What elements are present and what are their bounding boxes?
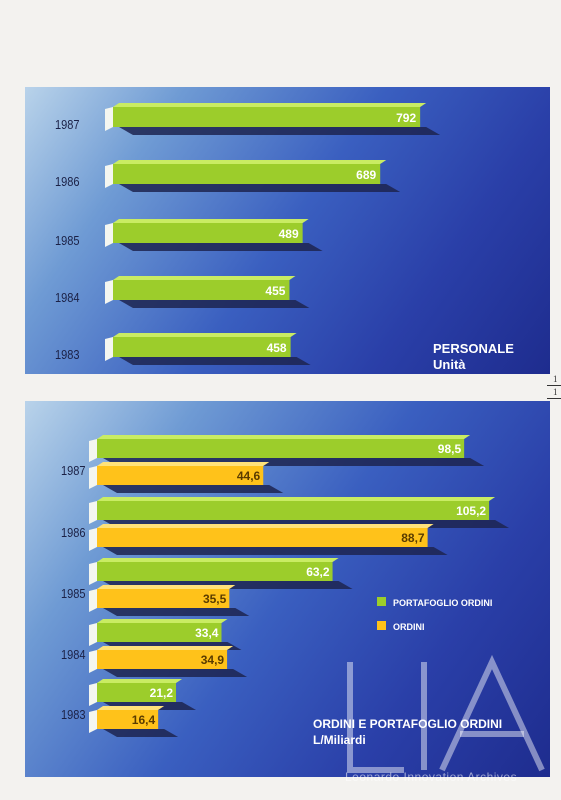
crop-mark: [547, 385, 561, 386]
ordini-bar-1987: [89, 462, 284, 493]
personale-chart: 792 1987 689 1986 489 1985 455 1984 458 1983 PERSO…: [55, 103, 514, 372]
personale-year-1985: 1985: [55, 233, 80, 248]
ordini-year-1985: 1985: [61, 586, 86, 601]
personale-bar-1983: [105, 333, 311, 365]
personale-chart-panel: 792 1987 689 1986 489 1985 455 1984 458 1983 PERSO…: [25, 87, 550, 374]
legend-swatch-ordini: [377, 621, 386, 630]
ordini-subtitle: L/Miliardi: [313, 733, 366, 747]
ordini-bar-1984: [89, 646, 248, 677]
ordini-year-1987: 1987: [61, 463, 86, 478]
margin-number: 1: [553, 387, 558, 397]
personale-bar-1985: [105, 219, 323, 251]
personale-value-1984: 455: [265, 284, 285, 298]
personale-year-1983: 1983: [55, 347, 80, 362]
crop-mark: [547, 398, 561, 399]
ordini-year-1986: 1986: [61, 525, 86, 540]
personale-value-1987: 792: [396, 111, 416, 125]
portafoglio-bar-1983: [89, 679, 197, 710]
personale-subtitle: Unità: [433, 357, 466, 372]
ordini-bar-1983: [89, 706, 179, 737]
portafoglio-value-1984: 33,4: [195, 626, 219, 640]
ordini-year-1984: 1984: [61, 647, 86, 662]
ordini-bar-1985: [89, 585, 250, 616]
ordini-chart-panel: 98,5 44,6 1987 105,2 88,7 1986 63,2 35,5 1985 33,…: [25, 401, 550, 777]
portafoglio-bar-1984: [89, 619, 242, 650]
portafoglio-value-1986: 105,2: [456, 504, 486, 518]
personale-title: PERSONALE: [433, 341, 514, 356]
personale-year-1987: 1987: [55, 117, 80, 132]
margin-number: 1: [553, 374, 558, 384]
portafoglio-bar-1987: [89, 435, 485, 466]
personale-value-1986: 689: [356, 168, 376, 182]
portafoglio-value-1987: 98,5: [438, 442, 462, 456]
portafoglio-value-1985: 63,2: [306, 565, 330, 579]
personale-value-1985: 489: [279, 227, 299, 241]
ordini-value-1987: 44,6: [237, 469, 261, 483]
legend-label-portafoglio: PORTAFOGLIO ORDINI: [393, 598, 492, 608]
portafoglio-value-1983: 21,2: [150, 686, 174, 700]
watermark-text: Leonardo Innovation Archives: [345, 770, 518, 784]
legend-label-ordini: ORDINI: [393, 622, 425, 632]
ordini-value-1983: 16,4: [132, 713, 156, 727]
personale-year-1984: 1984: [55, 290, 80, 305]
ordini-chart: 98,5 44,6 1987 105,2 88,7 1986 63,2 35,5 1985 33,…: [61, 435, 510, 747]
personale-bar-1987: [105, 103, 441, 135]
personale-year-1986: 1986: [55, 174, 80, 189]
legend-swatch-portafoglio: [377, 597, 386, 606]
personale-value-1983: 458: [267, 341, 287, 355]
ordini-title: ORDINI E PORTAFOGLIO ORDINI: [313, 717, 502, 731]
ordini-value-1986: 88,7: [401, 531, 425, 545]
personale-bar-1986: [105, 160, 401, 192]
ordini-value-1985: 35,5: [203, 592, 227, 606]
ordini-bar-1986: [89, 524, 448, 555]
personale-bar-1984: [105, 276, 310, 308]
ordini-value-1984: 34,9: [201, 653, 225, 667]
portafoglio-bar-1986: [89, 497, 510, 528]
ordini-year-1983: 1983: [61, 707, 86, 722]
